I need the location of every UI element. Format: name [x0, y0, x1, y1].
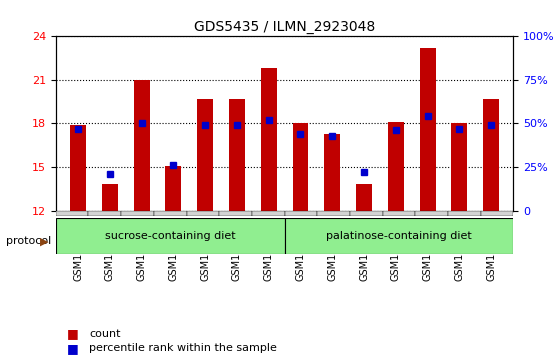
Bar	[451, 123, 467, 211]
FancyBboxPatch shape	[219, 211, 252, 216]
Bar	[134, 80, 150, 211]
FancyBboxPatch shape	[383, 211, 415, 216]
Bar	[483, 99, 499, 211]
Text: sucrose-containing diet: sucrose-containing diet	[105, 231, 235, 241]
Text: ■: ■	[67, 327, 79, 340]
FancyBboxPatch shape	[89, 211, 121, 216]
FancyBboxPatch shape	[448, 211, 480, 216]
Bar	[102, 184, 118, 211]
Bar	[356, 184, 372, 211]
FancyBboxPatch shape	[56, 218, 285, 254]
Text: count: count	[89, 329, 121, 339]
Text: ■: ■	[67, 342, 79, 355]
Bar	[292, 123, 309, 211]
FancyBboxPatch shape	[285, 211, 318, 216]
Bar	[420, 48, 435, 211]
FancyBboxPatch shape	[121, 211, 154, 216]
Bar	[70, 125, 86, 211]
FancyBboxPatch shape	[56, 211, 89, 216]
Text: percentile rank within the sample: percentile rank within the sample	[89, 343, 277, 354]
FancyBboxPatch shape	[480, 211, 513, 216]
Title: GDS5435 / ILMN_2923048: GDS5435 / ILMN_2923048	[194, 20, 375, 34]
FancyBboxPatch shape	[350, 211, 383, 216]
FancyBboxPatch shape	[285, 218, 513, 254]
Text: ▶: ▶	[40, 236, 49, 246]
FancyBboxPatch shape	[186, 211, 219, 216]
Text: protocol: protocol	[6, 236, 51, 246]
Bar	[388, 122, 404, 211]
FancyBboxPatch shape	[318, 211, 350, 216]
FancyBboxPatch shape	[154, 211, 186, 216]
FancyBboxPatch shape	[252, 211, 285, 216]
Text: palatinose-containing diet: palatinose-containing diet	[326, 231, 472, 241]
Bar	[165, 166, 181, 211]
Bar	[229, 99, 245, 211]
Bar	[324, 134, 340, 211]
Bar	[261, 68, 277, 211]
FancyBboxPatch shape	[415, 211, 448, 216]
Bar	[197, 99, 213, 211]
